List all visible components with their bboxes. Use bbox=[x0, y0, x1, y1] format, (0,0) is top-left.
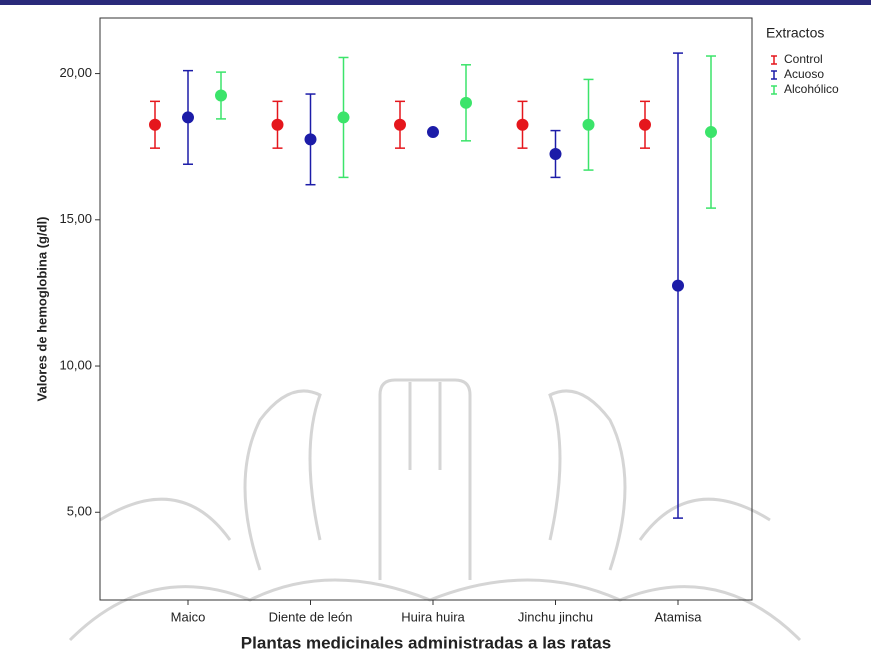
mean-point bbox=[272, 119, 284, 131]
x-tick-label: Huira huira bbox=[401, 609, 465, 624]
mean-point bbox=[639, 119, 651, 131]
mean-point bbox=[305, 133, 317, 145]
x-tick-label: Maico bbox=[171, 609, 206, 624]
mean-point bbox=[394, 119, 406, 131]
mean-point bbox=[583, 119, 595, 131]
mean-point bbox=[338, 111, 350, 123]
legend-swatch bbox=[771, 86, 777, 94]
y-tick-label: 20,00 bbox=[59, 65, 92, 80]
watermark bbox=[70, 380, 800, 640]
legend-label: Alcohólico bbox=[784, 82, 839, 96]
mean-point bbox=[672, 280, 684, 292]
legend-label: Acuoso bbox=[784, 67, 824, 81]
legend-swatch bbox=[771, 56, 777, 64]
x-axis-label: Plantas medicinales administradas a las … bbox=[241, 633, 611, 652]
x-tick-label: Diente de león bbox=[269, 609, 353, 624]
mean-point bbox=[149, 119, 161, 131]
legend-title: Extractos bbox=[766, 25, 824, 41]
chart: Valores de hemoglobina (g/dl) Plantas me… bbox=[0, 0, 871, 655]
mean-point bbox=[460, 97, 472, 109]
y-tick-label: 5,00 bbox=[67, 504, 92, 519]
x-tick-label: Atamisa bbox=[655, 609, 703, 624]
y-tick-label: 10,00 bbox=[59, 357, 92, 372]
mean-point bbox=[705, 126, 717, 138]
mean-point bbox=[550, 148, 562, 160]
mean-point bbox=[427, 126, 439, 138]
legend-swatch bbox=[771, 71, 777, 79]
legend-label: Control bbox=[784, 52, 823, 66]
mean-point bbox=[517, 119, 529, 131]
plot-frame bbox=[100, 18, 752, 600]
top-bar bbox=[0, 0, 871, 5]
y-tick-label: 15,00 bbox=[59, 211, 92, 226]
mean-point bbox=[215, 90, 227, 102]
page: {"chart_data":{"type":"errorbar", "y_lab… bbox=[0, 0, 871, 655]
y-axis-label: Valores de hemoglobina (g/dl) bbox=[34, 217, 49, 402]
x-tick-label: Jinchu jinchu bbox=[518, 609, 593, 624]
mean-point bbox=[182, 111, 194, 123]
